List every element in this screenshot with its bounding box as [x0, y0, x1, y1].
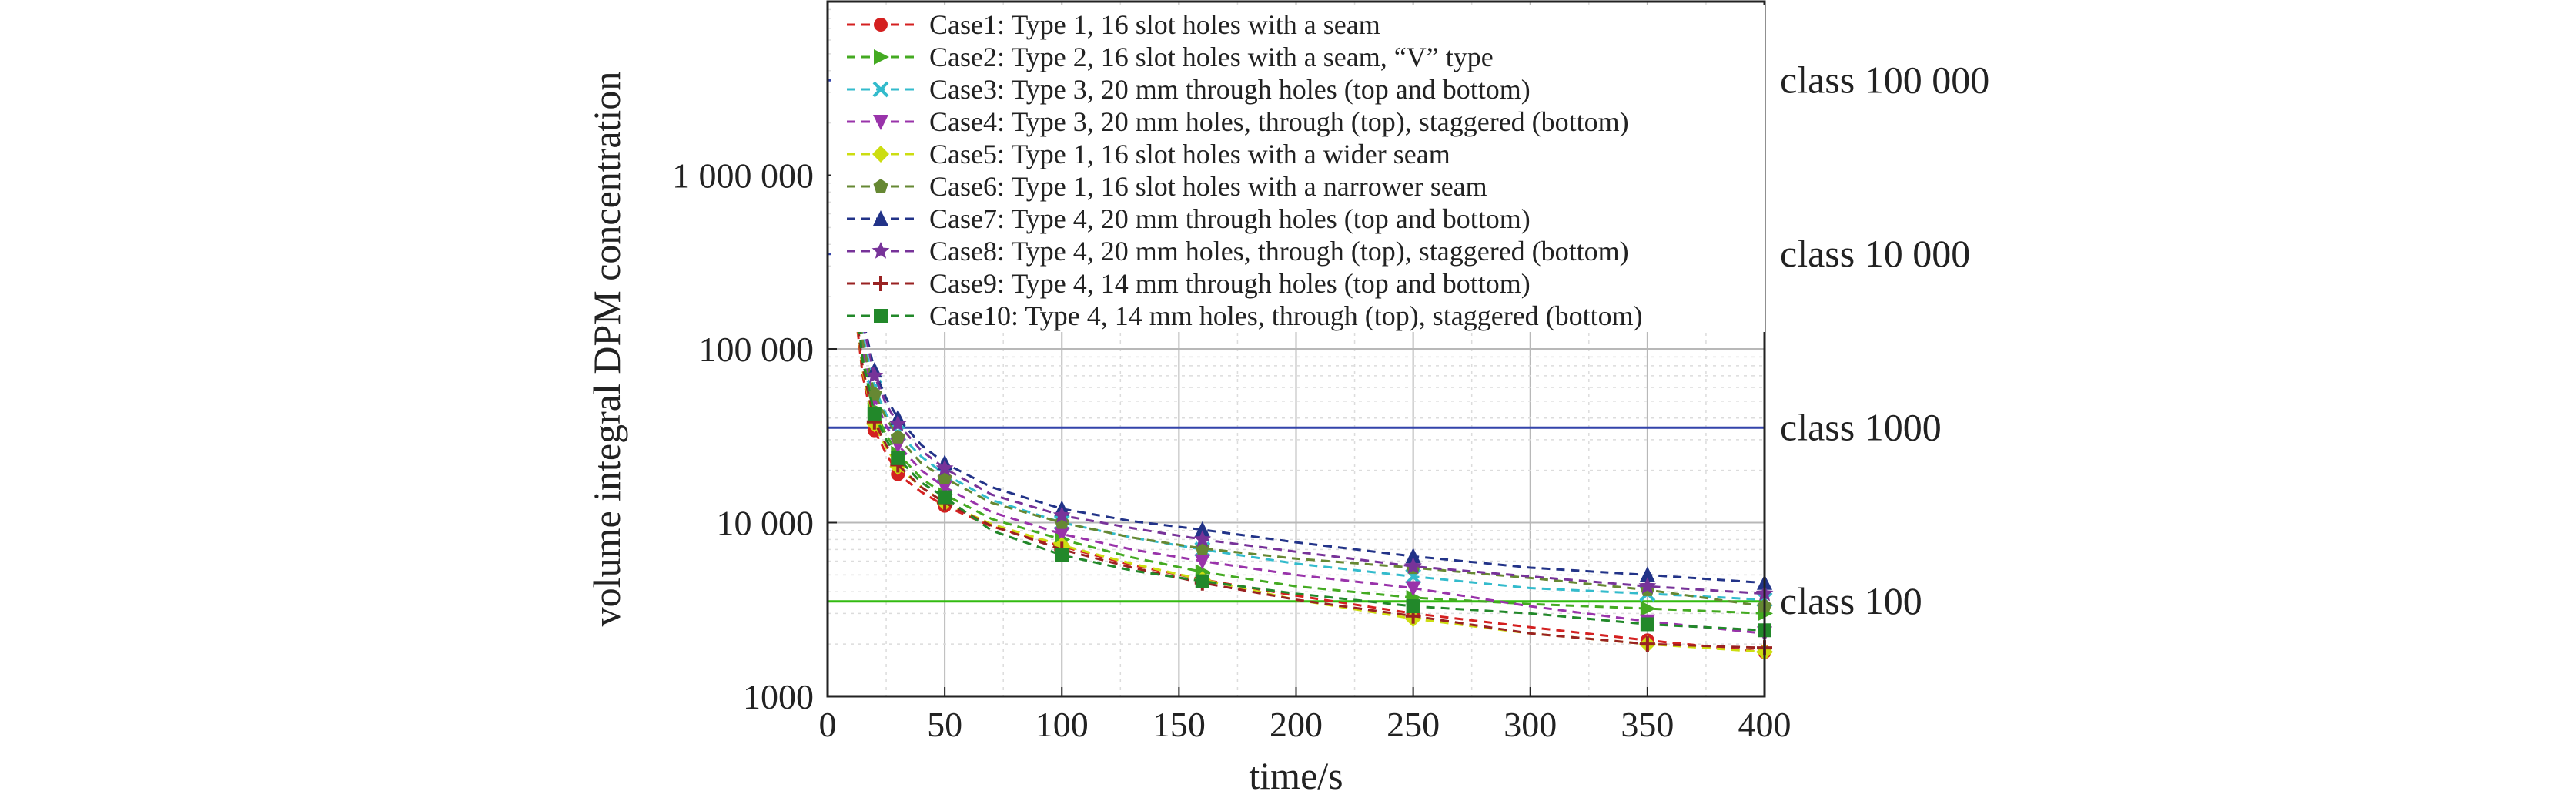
legend-label: Case2: Type 2, 16 slot holes with a seam…: [929, 42, 1494, 72]
x-tick-label: 0: [819, 705, 837, 744]
data-point: [874, 309, 888, 323]
data-point: [1404, 557, 1422, 574]
data-point: [867, 386, 882, 401]
y-axis-title: volume integral DPM concentration: [585, 72, 628, 627]
data-point: [1195, 574, 1209, 588]
y-tick-label: 1000: [743, 677, 814, 716]
data-point: [874, 18, 888, 32]
x-tick-label: 150: [1153, 705, 1206, 744]
data-point: [871, 242, 890, 259]
y-tick-label: 10 000: [717, 504, 815, 543]
data-point: [935, 459, 954, 476]
legend-entry: Case5: Type 1, 16 slot holes with a wide…: [847, 139, 1450, 169]
data-point: [872, 146, 889, 163]
legend-label: Case8: Type 4, 20 mm holes, through (top…: [929, 236, 1629, 267]
legend-box: [831, 5, 1765, 332]
legend-entry: Case9: Type 4, 14 mm through holes (top …: [847, 268, 1531, 299]
data-point: [1055, 548, 1069, 562]
data-point: [874, 49, 889, 65]
class-label: class 100: [1780, 579, 1922, 622]
data-point: [1406, 599, 1420, 614]
x-tick-label: 300: [1504, 705, 1557, 744]
data-point: [1054, 527, 1070, 543]
x-tick-label: 200: [1270, 705, 1323, 744]
legend-label: Case7: Type 4, 20 mm through holes (top …: [929, 203, 1531, 234]
data-point: [938, 490, 952, 505]
data-point: [867, 407, 882, 421]
x-tick-label: 50: [927, 705, 962, 744]
data-point: [1639, 636, 1655, 652]
data-point: [873, 210, 888, 226]
data-point: [1052, 506, 1071, 523]
data-point: [1194, 554, 1210, 570]
data-point: [873, 276, 888, 291]
y-tick-label: 100 000: [699, 330, 815, 369]
data-point: [1193, 530, 1212, 548]
legend-label: Case10: Type 4, 14 mm holes, through (to…: [929, 300, 1643, 331]
legend-entry: Case2: Type 2, 16 slot holes with a seam…: [847, 42, 1494, 72]
data-point: [873, 179, 888, 193]
y-tick-label: 1 000 000: [672, 156, 814, 196]
legend-label: Case3: Type 3, 20 mm through holes (top …: [929, 74, 1531, 105]
x-axis-title: time/s: [1249, 754, 1343, 797]
x-tick-label: 400: [1738, 705, 1791, 744]
data-point: [865, 366, 884, 384]
x-tick-label: 250: [1387, 705, 1440, 744]
data-point: [1640, 601, 1656, 617]
legend-entry: Case6: Type 1, 16 slot holes with a narr…: [847, 171, 1487, 202]
legend-entry: Case4: Type 3, 20 mm holes, through (top…: [847, 106, 1629, 137]
legend-entry: Case8: Type 4, 20 mm holes, through (top…: [847, 236, 1629, 267]
data-point: [1640, 617, 1654, 632]
legend-label: Case4: Type 3, 20 mm holes, through (top…: [929, 106, 1629, 137]
data-point: [1639, 566, 1655, 582]
legend-label: Case6: Type 1, 16 slot holes with a narr…: [929, 171, 1487, 202]
legend-label: Case1: Type 1, 16 slot holes with a seam: [929, 9, 1380, 40]
class-label: class 1000: [1780, 405, 1942, 448]
data-point: [888, 414, 907, 432]
legend-entry: Case7: Type 4, 20 mm through holes (top …: [847, 203, 1531, 234]
data-point: [873, 115, 888, 130]
x-tick-label: 100: [1035, 705, 1089, 744]
data-point: [1194, 521, 1210, 537]
class-label: class 10 000: [1780, 232, 1970, 275]
data-point: [891, 451, 905, 465]
legend-label: Case5: Type 1, 16 slot holes with a wide…: [929, 139, 1450, 169]
legend-entry: Case3: Type 3, 20 mm through holes (top …: [847, 74, 1531, 105]
data-point: [890, 429, 905, 444]
data-point: [1638, 577, 1657, 594]
legend-entry: Case1: Type 1, 16 slot holes with a seam: [847, 9, 1380, 40]
x-tick-label: 350: [1621, 705, 1674, 744]
data-point: [1405, 581, 1421, 597]
legend-label: Case9: Type 4, 14 mm through holes (top …: [929, 268, 1531, 299]
tick-labels: 0 50 100 150 200 250 300 350 400 1000 10 000 100 00…: [672, 156, 1791, 745]
legend: Case1: Type 1, 16 slot holes with a seam…: [831, 5, 1765, 332]
data-point: [872, 81, 889, 98]
data-point: [1405, 548, 1421, 564]
legend-entry: Case10: Type 4, 14 mm holes, through (to…: [847, 300, 1643, 331]
class-label: class 100 000: [1780, 58, 1989, 101]
